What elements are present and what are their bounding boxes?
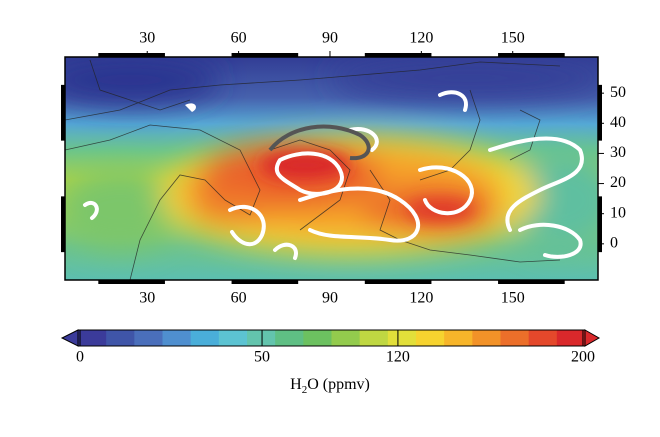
map-frame	[64, 56, 599, 281]
frame-bar	[231, 280, 299, 284]
map-field	[65, 57, 598, 280]
colorbar-swatch	[303, 330, 332, 346]
x-tick-label-bottom: 60	[231, 290, 247, 307]
colorbar-swatch	[162, 330, 192, 346]
colorbar-swatch	[416, 330, 445, 346]
label-part: O (ppmv)	[307, 376, 370, 393]
y-tick-label: 50	[610, 84, 626, 101]
x-tick-label-top: 60	[231, 30, 247, 47]
colorbar-swatch	[247, 330, 276, 346]
x-tick-label-bottom: 150	[501, 290, 525, 307]
colorbar-swatch	[106, 330, 135, 346]
colorbar-tick-label: 0	[76, 349, 84, 366]
colorbar-tick-label: 50	[254, 349, 270, 366]
colorbar-arrow	[60, 329, 79, 347]
frame-bar	[364, 280, 432, 284]
y-tick-label: 40	[610, 114, 626, 131]
frame-bar	[498, 280, 565, 284]
frame-bar	[61, 196, 65, 253]
colorbar-swatch	[444, 330, 473, 346]
frame-bar	[598, 84, 602, 141]
colorbar-tick-label: 120	[386, 349, 410, 366]
colorbar-swatch	[190, 330, 220, 346]
x-tick-label-top: 30	[139, 30, 155, 47]
colorbar-swatch	[528, 330, 558, 346]
frame-bar	[364, 53, 432, 57]
label-part: H	[290, 376, 302, 393]
x-tick-label-bottom: 90	[322, 290, 338, 307]
frame-bar	[98, 53, 165, 57]
frame-bar	[498, 53, 565, 57]
frame-bar	[61, 84, 65, 141]
colorbar-swatch	[472, 330, 501, 346]
colorbar-swatch	[387, 330, 417, 346]
colorbar-swatch	[359, 330, 389, 346]
frame-bar	[98, 280, 165, 284]
colorbar-swatch	[275, 330, 304, 346]
colorbar-tick-label: 200	[571, 349, 595, 366]
colorbar-label: H2O (ppmv)	[290, 376, 370, 396]
colorbar-frame	[77, 329, 586, 347]
x-tick-label-top: 120	[409, 30, 433, 47]
x-tick-label-bottom: 120	[409, 290, 433, 307]
y-tick-label: 0	[610, 235, 618, 252]
colorbar-swatch	[218, 330, 248, 346]
y-tick-label: 30	[610, 144, 626, 161]
frame-bars	[61, 53, 602, 284]
colorbar-swatch	[78, 330, 107, 346]
x-tick-label-bottom: 30	[139, 290, 155, 307]
x-tick-label-top: 150	[501, 30, 525, 47]
frame-bar	[598, 196, 602, 253]
colorbar-swatch	[500, 330, 530, 346]
y-tick-label: 10	[610, 204, 626, 221]
colorbar-swatch	[331, 330, 361, 346]
colorbar-swatch	[556, 330, 586, 346]
frame-bar	[231, 53, 299, 57]
label-subscript: 2	[302, 384, 308, 396]
colorbar-swatch	[134, 330, 163, 346]
x-tick-label-top: 90	[322, 30, 338, 47]
y-tick-label: 20	[610, 174, 626, 191]
colorbar-arrow	[584, 329, 601, 347]
